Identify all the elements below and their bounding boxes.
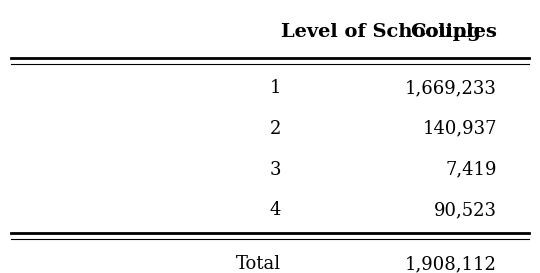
Text: Total: Total	[235, 255, 281, 273]
Text: 7,419: 7,419	[446, 161, 497, 179]
Text: 1,669,233: 1,669,233	[405, 79, 497, 97]
Text: 140,937: 140,937	[422, 120, 497, 138]
Text: Couples: Couples	[410, 23, 497, 41]
Text: 1: 1	[269, 79, 281, 97]
Text: 3: 3	[269, 161, 281, 179]
Text: 90,523: 90,523	[434, 201, 497, 219]
Text: Level of Schooling: Level of Schooling	[281, 23, 481, 41]
Text: 4: 4	[269, 201, 281, 219]
Text: 1,908,112: 1,908,112	[405, 255, 497, 273]
Text: 2: 2	[269, 120, 281, 138]
